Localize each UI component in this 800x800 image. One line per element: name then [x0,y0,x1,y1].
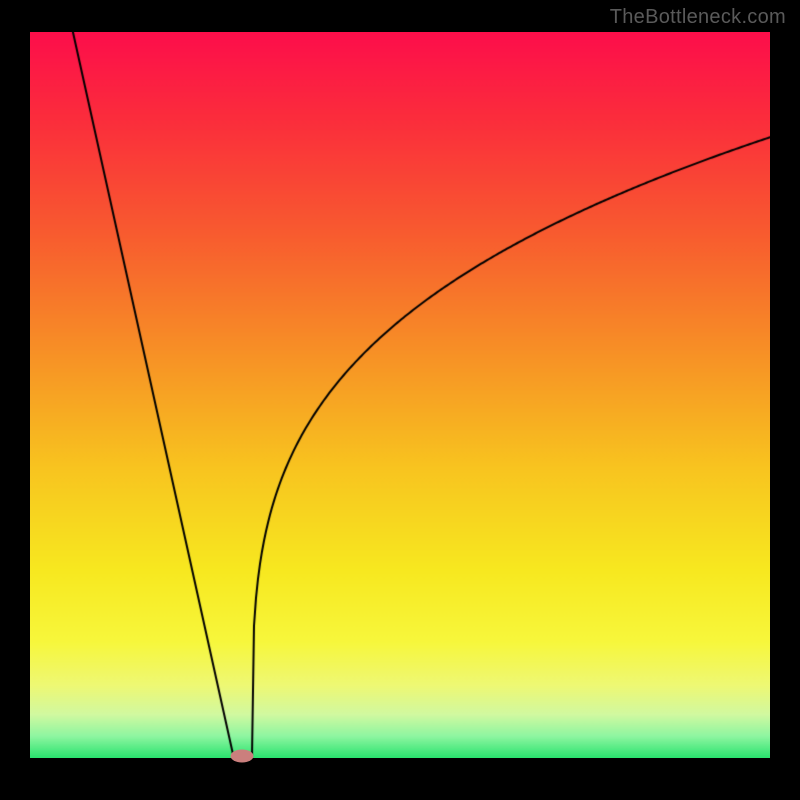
minimum-marker [230,749,253,762]
chart-frame: TheBottleneck.com [0,0,800,800]
plot-area [30,32,770,758]
watermark-text: TheBottleneck.com [610,6,786,29]
gradient-chart-canvas [30,32,770,758]
